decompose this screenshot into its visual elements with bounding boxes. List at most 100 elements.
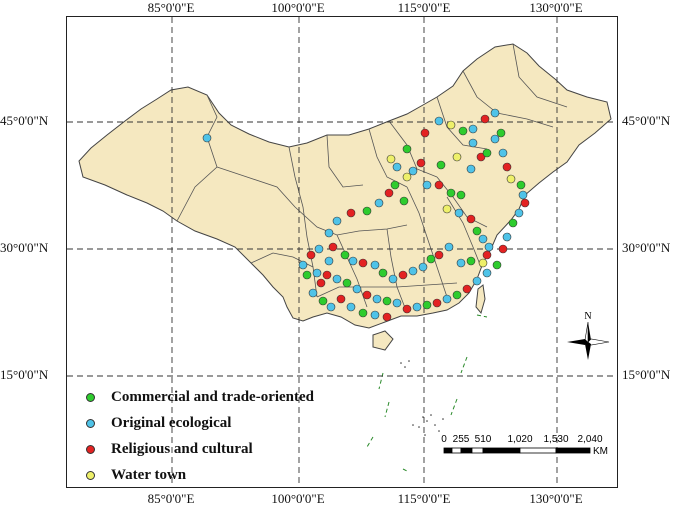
site-marker-commercial (422, 300, 432, 310)
legend-dot-commercial (86, 392, 95, 402)
site-marker-religious (382, 312, 392, 322)
scale-bar: 0 255 510 1,020 1,530 2,040 KM (441, 434, 608, 457)
site-marker-ecological (498, 148, 508, 158)
site-marker-religious (328, 242, 338, 252)
site-marker-watertown (386, 154, 396, 164)
legend-item-religious: Religious and cultural (86, 436, 314, 462)
site-marker-commercial (402, 144, 412, 154)
site-marker-commercial (496, 128, 506, 138)
site-marker-commercial (426, 254, 436, 264)
site-marker-commercial (436, 160, 446, 170)
site-marker-religious (434, 180, 444, 190)
site-marker-ecological (514, 208, 524, 218)
tick-bottom-85e: 85°0'0"E (147, 491, 195, 506)
legend-label-religious: Religious and cultural (111, 440, 253, 457)
site-marker-ecological (314, 244, 324, 254)
site-marker-ecological (308, 288, 318, 298)
site-marker-ecological (408, 166, 418, 176)
site-marker-religious (434, 250, 444, 260)
site-marker-ecological (370, 310, 380, 320)
site-marker-ecological (454, 208, 464, 218)
legend-dot-watertown (86, 470, 95, 480)
site-marker-commercial (362, 206, 372, 216)
site-marker-commercial (302, 270, 312, 280)
site-marker-religious (362, 290, 372, 300)
site-marker-ecological (324, 228, 334, 238)
site-marker-ecological (456, 258, 466, 268)
site-marker-ecological (490, 134, 500, 144)
tick-right-30n: 30°0'0"N (622, 240, 671, 255)
site-marker-religious (420, 128, 430, 138)
north-arrow-icon: N (567, 311, 610, 360)
site-marker-religious (322, 270, 332, 280)
scale-label-0: 0 (441, 434, 447, 445)
site-marker-commercial (446, 188, 456, 198)
china-landmass (78, 43, 612, 329)
legend-item-watertown: Water town (86, 462, 314, 488)
site-marker-religious (480, 114, 490, 124)
site-marker-ecological (202, 133, 212, 143)
tick-left-30n: 30°0'0"N (0, 240, 49, 255)
legend-dot-ecological (86, 418, 95, 428)
site-marker-ecological (392, 298, 402, 308)
tick-top-115e: 115°0'0"E (397, 0, 451, 15)
site-marker-religious (432, 298, 442, 308)
site-marker-religious (398, 270, 408, 280)
site-marker-commercial (508, 218, 518, 228)
site-marker-religious (336, 294, 346, 304)
site-marker-ecological (490, 108, 500, 118)
site-marker-commercial (318, 296, 328, 306)
site-marker-religious (416, 158, 426, 168)
scale-label-1020: 1,020 (507, 434, 532, 445)
site-marker-watertown (506, 174, 516, 184)
site-marker-watertown (402, 172, 412, 182)
legend-dot-religious (86, 444, 95, 454)
site-marker-ecological (392, 162, 402, 172)
site-marker-ecological (332, 274, 342, 284)
tick-top-85e: 85°0'0"E (147, 0, 195, 15)
site-markers (202, 108, 530, 322)
site-marker-commercial (382, 296, 392, 306)
site-marker-ecological (466, 164, 476, 174)
tick-left-15n: 15°0'0"N (0, 367, 49, 382)
hainan-island (372, 330, 394, 351)
site-marker-commercial (458, 126, 468, 136)
site-marker-commercial (456, 190, 466, 200)
graticule (67, 17, 617, 487)
site-marker-religious (402, 304, 412, 314)
site-marker-religious (462, 284, 472, 294)
site-marker-commercial (492, 260, 502, 270)
tick-left-45n: 45°0'0"N (0, 113, 49, 128)
tick-bottom-100e: 100°0'0"E (271, 491, 325, 506)
site-marker-watertown (452, 152, 462, 162)
legend-label-ecological: Original ecological (111, 414, 232, 431)
site-marker-commercial (342, 278, 352, 288)
site-marker-ecological (468, 124, 478, 134)
tick-top-100e: 100°0'0"E (271, 0, 325, 15)
site-marker-commercial (358, 308, 368, 318)
site-marker-ecological (468, 138, 478, 148)
map-canvas (67, 17, 617, 487)
site-marker-commercial (482, 148, 492, 158)
site-marker-ecological (422, 180, 432, 190)
legend-label-watertown: Water town (111, 466, 187, 483)
site-marker-ecological (482, 268, 492, 278)
site-marker-ecological (408, 266, 418, 276)
site-marker-ecological (370, 260, 380, 270)
site-marker-commercial (472, 226, 482, 236)
site-marker-ecological (412, 302, 422, 312)
site-marker-ecological (478, 234, 488, 244)
site-marker-ecological (346, 302, 356, 312)
site-marker-ecological (326, 302, 336, 312)
site-marker-watertown (446, 120, 456, 130)
site-marker-ecological (374, 198, 384, 208)
site-marker-ecological (324, 256, 334, 266)
north-label: N (584, 311, 591, 322)
site-marker-ecological (442, 294, 452, 304)
site-marker-ecological (332, 216, 342, 226)
site-marker-ecological (298, 260, 308, 270)
site-marker-ecological (348, 256, 358, 266)
legend-item-commercial: Commercial and trade-oriented (86, 384, 314, 410)
site-marker-ecological (518, 190, 528, 200)
site-marker-commercial (378, 268, 388, 278)
